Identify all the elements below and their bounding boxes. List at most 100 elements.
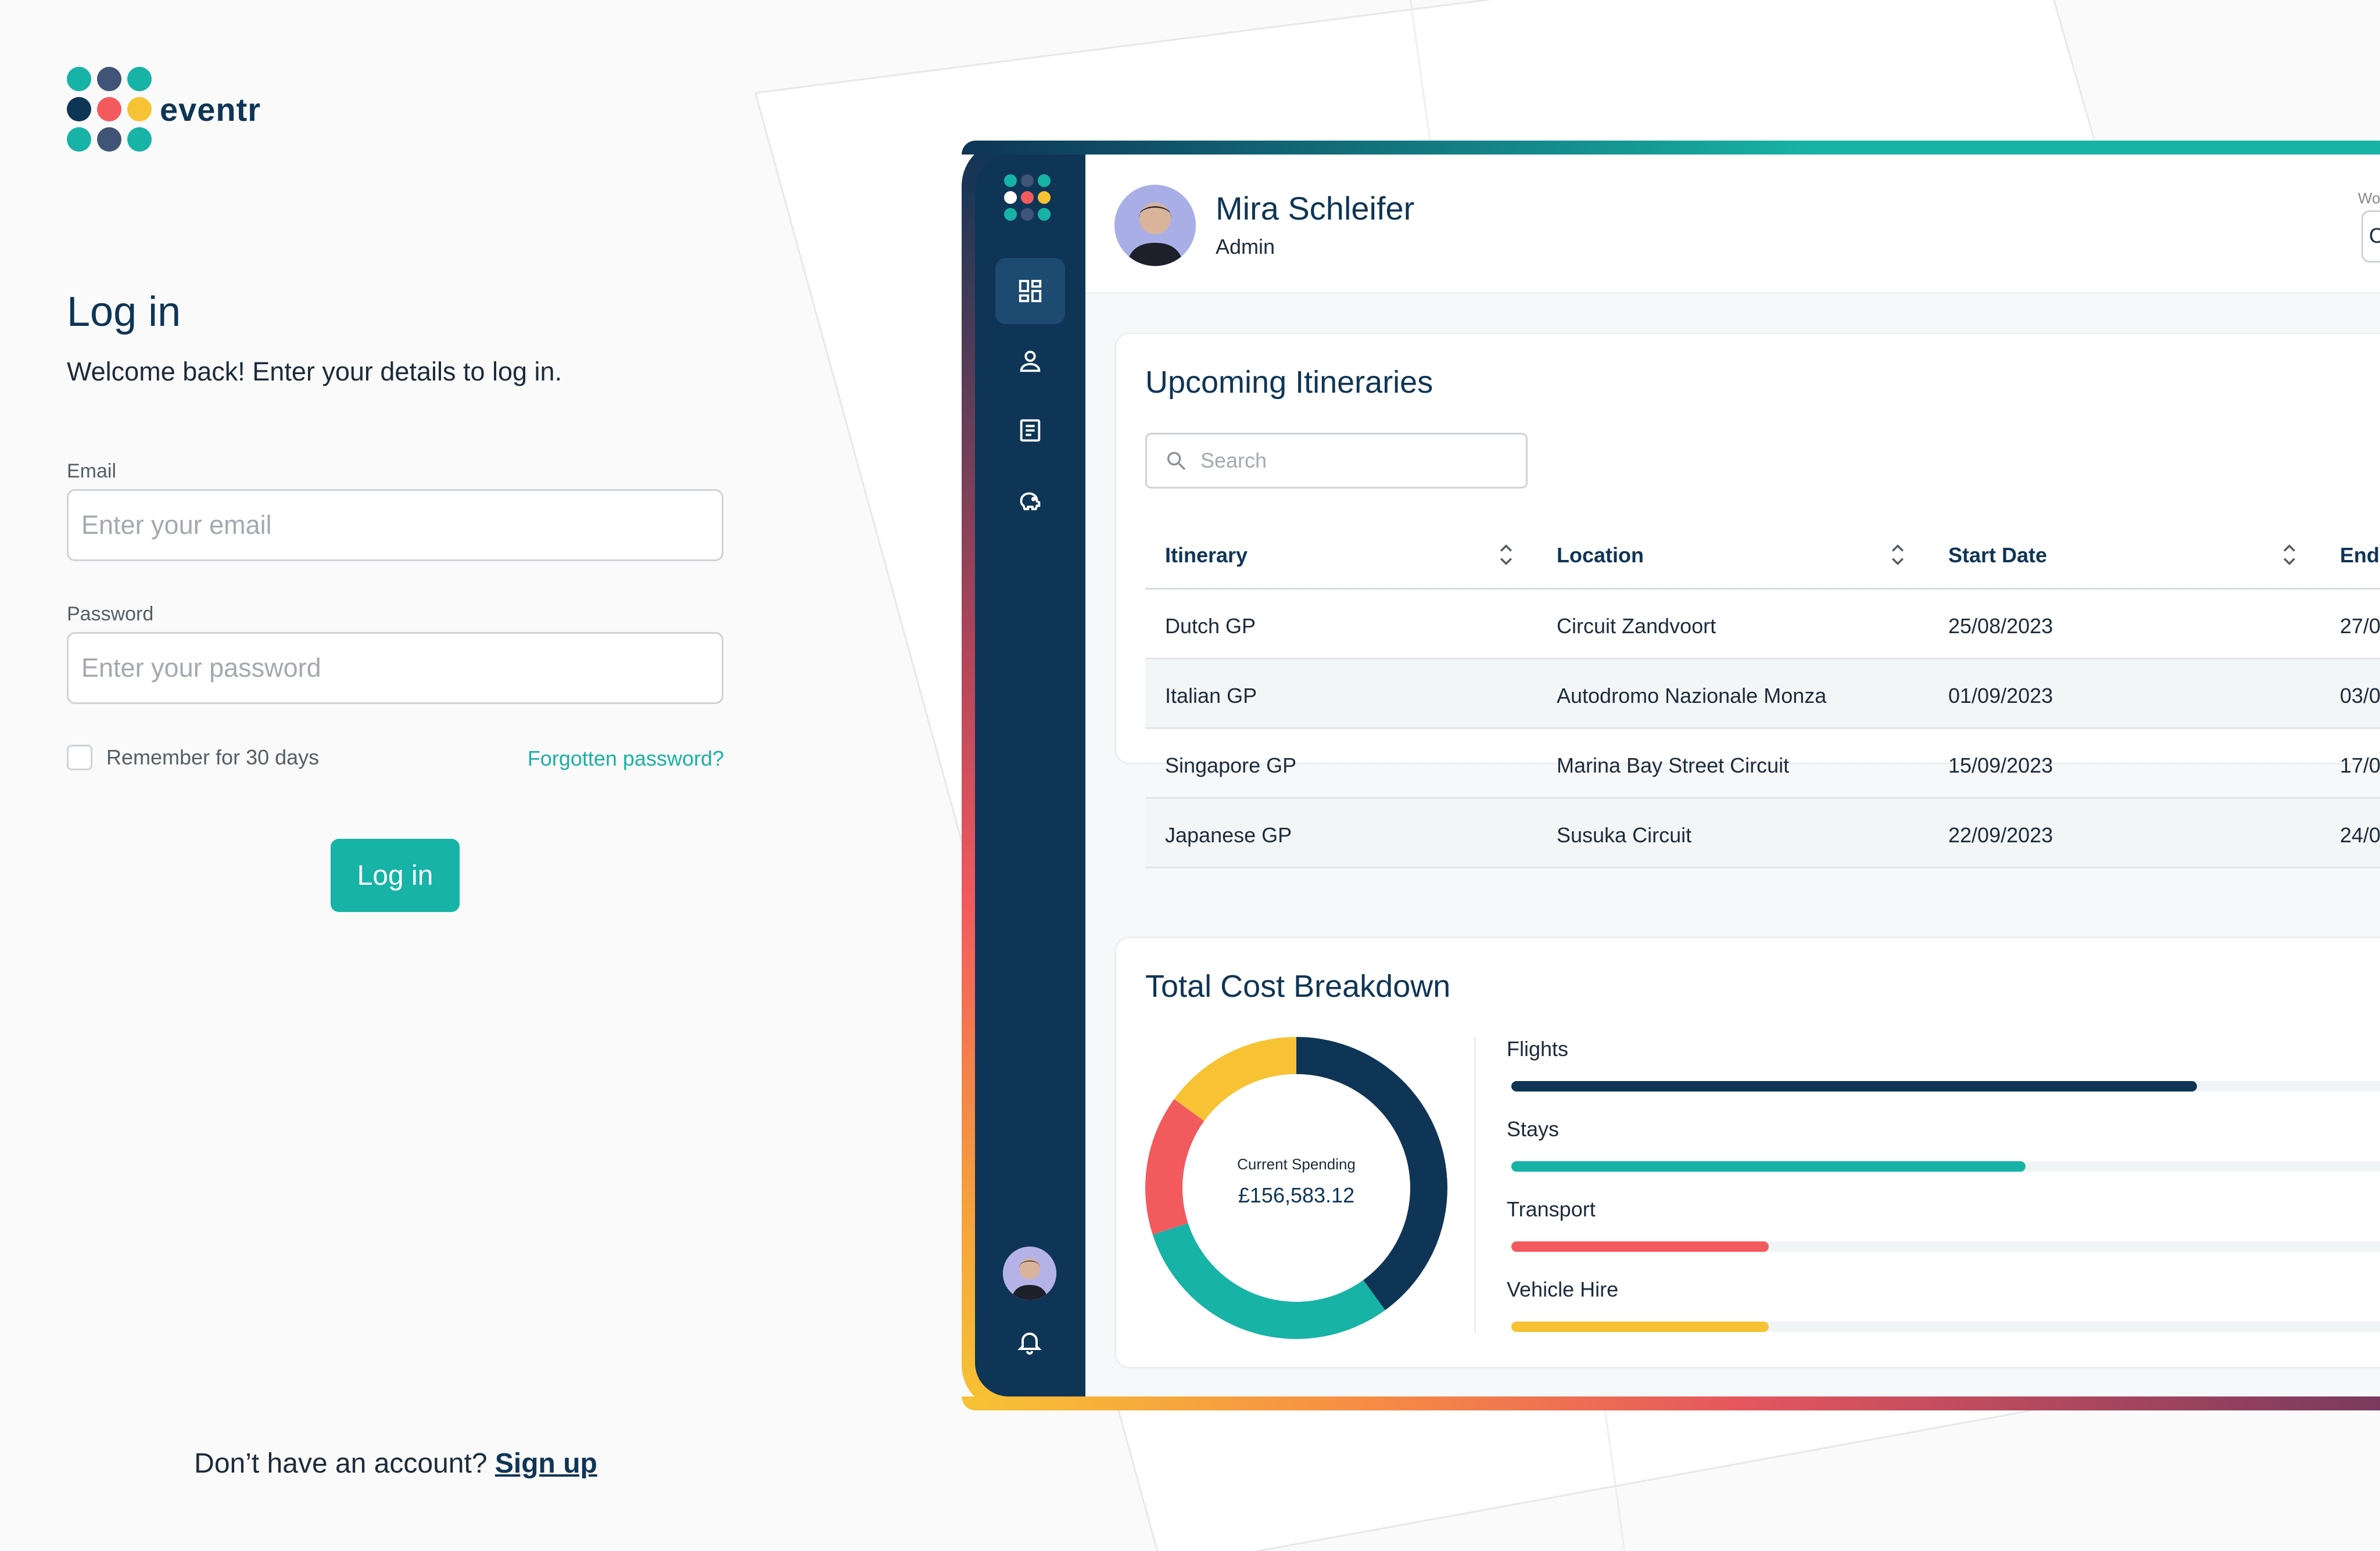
bell-icon[interactable] [1016,1328,1044,1356]
remember-label: Remember for 30 days [106,745,320,769]
cell-start-date: 22/09/2023 [1948,823,2053,847]
cell-itinerary: Japanese GP [1165,823,1292,847]
column-header-itinerary[interactable]: Itinerary [1165,543,1248,567]
cost-category-label: Transport [1507,1197,1596,1221]
sidebar-logo-dot [1038,191,1051,204]
nav-dashboard[interactable] [995,258,1065,324]
cost-bar-track [1511,1081,2380,1092]
cost-breakdown-title: Total Cost Breakdown [1145,969,1451,1004]
cell-location: Susuka Circuit [1557,823,1692,847]
sidebar-logo-dot [1021,191,1034,204]
logo-dot [67,127,91,152]
cell-end-date: 03/0 [2340,684,2380,708]
workspace-select[interactable]: C [2361,210,2380,263]
sidebar-logo-dot [1021,208,1034,221]
frame-top-border [962,141,2380,155]
sidebar-avatar[interactable] [1003,1247,1056,1300]
donut-segment [1174,1037,1296,1121]
email-field[interactable] [67,489,723,561]
table-row[interactable]: Japanese GP Susuka Circuit 22/09/2023 24/0 [1145,799,2380,868]
avatar-portrait-icon [1114,185,1196,266]
brand-name: eventr [160,91,261,128]
cell-location: Autodromo Nazionale Monza [1557,684,1827,708]
dashboard-topbar: Mira Schleifer Admin Wo C [1085,155,2380,294]
password-field[interactable] [67,632,723,704]
logo-dot [127,97,152,121]
column-header-location[interactable]: Location [1557,543,1644,567]
remember-row: Remember for 30 days [67,745,319,770]
cell-end-date: 27/0 [2340,614,2380,638]
cell-location: Marina Bay Street Circuit [1557,753,1790,777]
sort-icon[interactable] [2281,542,2298,568]
logo-dot [127,67,152,91]
column-header-start-date[interactable]: Start Date [1948,543,2048,567]
login-button[interactable]: Log in [331,839,460,912]
logo-dot [97,127,121,152]
piggy-bank-icon [1020,492,1041,511]
cost-bar-fill [1511,1081,2197,1092]
itineraries-title: Upcoming Itineraries [1145,365,1433,400]
user-role: Admin [1216,235,1275,258]
dashboard-main: Mira Schleifer Admin Wo C Upcoming Itine… [1085,155,2380,1396]
cost-bar-track [1511,1322,2380,1332]
login-title: Log in [67,289,181,335]
sort-icon[interactable] [1889,542,1906,568]
remember-checkbox[interactable] [67,745,92,770]
sidebar-logo-dot [1004,208,1017,221]
logo-dot [127,127,152,152]
table-row[interactable]: Dutch GP Circuit Zandvoort 25/08/2023 27/0 [1145,590,2380,659]
sidebar-logo-dot [1021,174,1034,187]
search-box[interactable] [1145,433,1528,489]
cost-bar-fill [1511,1241,1769,1252]
cell-itinerary: Dutch GP [1165,614,1256,638]
cost-bar-track [1511,1241,2380,1252]
column-header-end-date[interactable]: End [2340,543,2379,567]
brand-logo: eventr [67,67,261,152]
donut-segment [1296,1037,1447,1311]
itineraries-table: Itinerary Location Start Date End Dutch … [1145,520,2380,868]
frame-bottom-border [962,1396,2380,1410]
cost-category-label: Vehicle Hire [1507,1277,1619,1301]
user-icon [1020,350,1041,372]
signup-link[interactable]: Sign up [494,1448,597,1479]
donut-svg [1145,1037,1447,1339]
cell-end-date: 24/0 [2340,823,2380,847]
itineraries-card: Upcoming Itineraries Itinerary Location … [1114,332,2380,868]
login-subtitle: Welcome back! Enter your details to log … [67,357,562,386]
donut-center-value: £156,583.12 [1238,1183,1355,1207]
search-input[interactable] [1200,448,1526,473]
spending-donut-chart: Current Spending £156,583.12 [1145,1037,1447,1339]
cell-start-date: 15/09/2023 [1948,753,2053,777]
donut-center-label: Current Spending [1237,1155,1356,1173]
sidebar-logo-dot [1004,174,1017,187]
dashboard-icon [1019,279,1042,303]
sort-icon[interactable] [1497,542,1515,568]
table-row[interactable]: Singapore GP Marina Bay Street Circuit 15/… [1145,729,2380,799]
sidebar-logo-dot [1038,174,1051,187]
signup-prompt: Don’t have an account? [194,1448,488,1479]
nav-documents[interactable] [995,397,1065,464]
sidebar-logo-dot [1038,208,1051,221]
logo-dot [67,97,91,121]
workspace-label: Wo [2358,189,2380,207]
cell-itinerary: Italian GP [1165,684,1257,708]
password-label: Password [67,603,154,625]
breakdown-divider [1474,1037,1476,1333]
cost-bar-fill [1511,1322,1769,1332]
cell-start-date: 01/09/2023 [1948,684,2053,708]
email-label: Email [67,460,117,482]
table-header: Itinerary Location Start Date End [1145,520,2380,590]
nav-users[interactable] [995,328,1065,394]
search-icon [1167,452,1186,471]
cell-location: Circuit Zandvoort [1557,614,1716,638]
cost-bar-track [1511,1161,2380,1172]
dashboard-sidebar [975,155,1085,1396]
signup-prompt-row: Don’t have an account? Sign up [0,1448,791,1480]
nav-budget[interactable] [995,467,1065,533]
table-row[interactable]: Italian GP Autodromo Nazionale Monza 01/09… [1145,659,2380,729]
user-name: Mira Schleifer [1216,190,1415,227]
forgot-password-link[interactable]: Forgotten password? [527,746,724,770]
cell-start-date: 25/08/2023 [1948,614,2053,638]
sidebar-logo [1004,174,1051,221]
donut-segment [1145,1099,1205,1235]
